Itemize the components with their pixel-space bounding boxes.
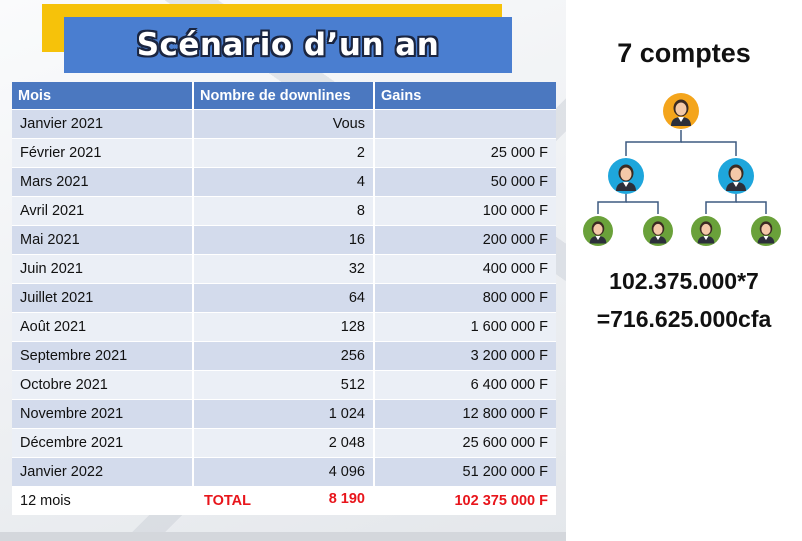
person-icon [691, 216, 721, 246]
table-row: Juillet 2021 64 800 000 F [12, 283, 556, 313]
connector-right-branch [705, 194, 737, 214]
cell-downlines: 2 048 [193, 428, 375, 458]
table-row: Janvier 2022 4 096 51 200 000 F [12, 457, 556, 487]
cell-downlines: 2 [193, 138, 375, 168]
formula-line-1: 102.375.000*7 [609, 268, 759, 294]
cell-downlines: 64 [193, 283, 375, 313]
connector-root-to-level2-right [681, 141, 737, 156]
cell-downlines: 512 [193, 370, 375, 400]
cell-downlines: 256 [193, 341, 375, 371]
tree-nodes [583, 93, 781, 246]
cell-downlines: Vous [193, 109, 375, 139]
table-row: Septembre 2021 256 3 200 000 F [12, 341, 556, 371]
cell-mois: Avril 2021 [12, 196, 194, 226]
table-row: Janvier 2021 Vous [12, 109, 556, 139]
person-icon [718, 158, 754, 194]
cell-gains: 12 800 000 F [374, 399, 556, 429]
cell-downlines: 32 [193, 254, 375, 284]
table-row: Avril 2021 8 100 000 F [12, 196, 556, 226]
table-row: Décembre 2021 2 048 25 600 000 F [12, 428, 556, 458]
account-tree-diagram [583, 93, 781, 246]
slide-bottom-strip [0, 532, 566, 541]
cell-gains: 25 600 000 F [374, 428, 556, 458]
cell-gains: 6 400 000 F [374, 370, 556, 400]
cell-gains [374, 109, 556, 139]
cell-gains: 800 000 F [374, 283, 556, 313]
scenario-table: Mois Nombre de downlines Gains Janvier 2… [12, 82, 556, 515]
column-header-mois: Mois [12, 82, 194, 110]
cell-gains: 1 600 000 F [374, 312, 556, 342]
table-row: Juin 2021 32 400 000 F [12, 254, 556, 284]
connector-right-branch-right [736, 201, 767, 214]
cell-mois: Août 2021 [12, 312, 194, 342]
formula-line-2: =716.625.000cfa [596, 306, 772, 332]
table-row: Mai 2021 16 200 000 F [12, 225, 556, 255]
person-icon [663, 93, 699, 129]
cell-mois: Janvier 2021 [12, 109, 194, 139]
table-row: Mars 2021 4 50 000 F [12, 167, 556, 197]
cell-gains: 51 200 000 F [374, 457, 556, 487]
slide-title: Scénario d’un an [136, 27, 440, 63]
table-header-row: Mois Nombre de downlines Gains [12, 82, 556, 110]
cell-downlines: 16 [193, 225, 375, 255]
total-label: TOTAL [204, 493, 251, 509]
person-icon [751, 216, 781, 246]
connector-root-to-level2 [625, 130, 682, 156]
column-header-downlines: Nombre de downlines [193, 82, 375, 110]
cell-mois: Mars 2021 [12, 167, 194, 197]
cell-gains: 50 000 F [374, 167, 556, 197]
cell-mois: Février 2021 [12, 138, 194, 168]
title-banner: Scénario d’un an [64, 17, 512, 73]
cell-gains: 400 000 F [374, 254, 556, 284]
tree-connectors [597, 130, 767, 214]
total-gains-value: 102 375 000 F [454, 493, 548, 509]
connector-left-branch [597, 194, 627, 214]
person-icon [583, 216, 613, 246]
cell-downlines: 8 [193, 196, 375, 226]
table-row: Février 2021 2 25 000 F [12, 138, 556, 168]
cell-mois: Septembre 2021 [12, 341, 194, 371]
cell-mois: Décembre 2021 [12, 428, 194, 458]
cell-downlines: 4 096 [193, 457, 375, 487]
cell-mois: Mai 2021 [12, 225, 194, 255]
connector-left-branch-right [626, 201, 659, 214]
cell-gains: 25 000 F [374, 138, 556, 168]
cell-mois: Juin 2021 [12, 254, 194, 284]
cell-mois: Juillet 2021 [12, 283, 194, 313]
cell-mois: Novembre 2021 [12, 399, 194, 429]
person-icon [643, 216, 673, 246]
table-row: Août 2021 128 1 600 000 F [12, 312, 556, 342]
person-icon [608, 158, 644, 194]
cell-downlines: 128 [193, 312, 375, 342]
accounts-title: 7 comptes [617, 38, 751, 68]
table-total-row: 12 mois TOTAL 8 190 102 375 000 F [12, 486, 556, 515]
cell-downlines: 4 [193, 167, 375, 197]
cell-total-period: 12 mois [12, 486, 194, 515]
scenario-table-container: Mois Nombre de downlines Gains Janvier 2… [12, 82, 556, 515]
cell-total-gains: 102 375 000 F [374, 486, 556, 515]
table-row: Octobre 2021 512 6 400 000 F [12, 370, 556, 400]
total-downlines-value: 8 190 [328, 491, 365, 507]
cell-gains: 3 200 000 F [374, 341, 556, 371]
column-header-gains: Gains [374, 82, 556, 110]
cell-gains: 200 000 F [374, 225, 556, 255]
cell-mois: Janvier 2022 [12, 457, 194, 487]
table-body: Janvier 2021 Vous Février 2021 2 25 000 F Mar… [12, 109, 556, 515]
cell-mois: Octobre 2021 [12, 370, 194, 400]
cell-downlines: 1 024 [193, 399, 375, 429]
cell-total-downlines: TOTAL 8 190 [193, 486, 375, 515]
table-row: Novembre 2021 1 024 12 800 000 F [12, 399, 556, 429]
cell-gains: 100 000 F [374, 196, 556, 226]
